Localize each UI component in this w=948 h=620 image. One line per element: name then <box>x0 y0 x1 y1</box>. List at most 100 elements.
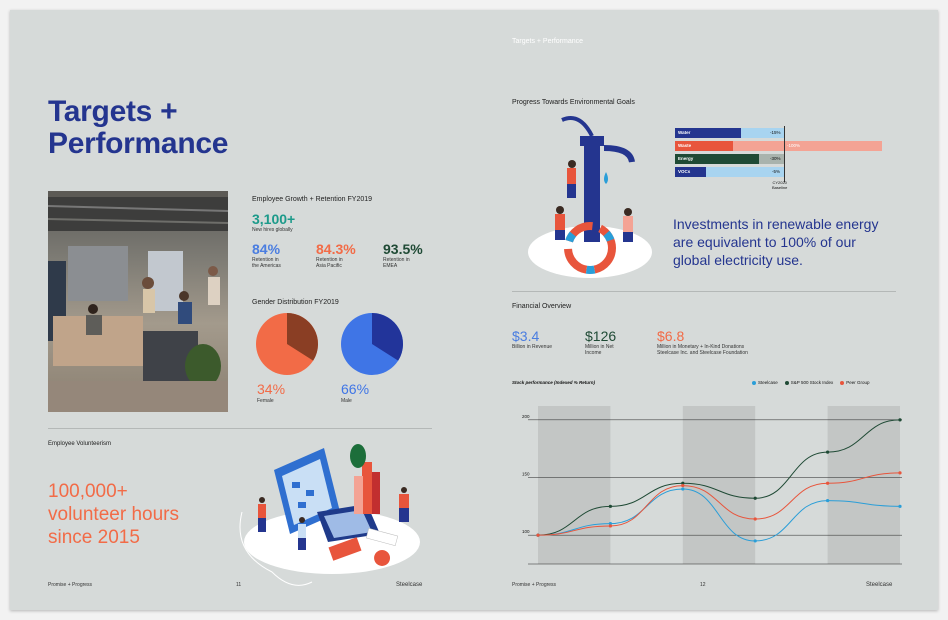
financial-label: Million in Net <box>585 344 614 350</box>
retention-emea: 93.5% Retention in EMEA <box>383 241 423 269</box>
financial-value: $6.8 <box>657 328 685 344</box>
growth-heading: Employee Growth + Retention FY2019 <box>252 196 373 203</box>
data-point <box>753 539 757 543</box>
hires-value: 3,100+ <box>252 211 296 227</box>
env-bar-fill <box>675 167 706 177</box>
page-number: 12 <box>700 582 706 588</box>
legend-item: Peer Group <box>840 380 869 385</box>
env-bar-track <box>675 167 785 177</box>
retention-label: Retention in <box>252 257 279 263</box>
env-bar-fill <box>675 154 759 164</box>
chart-title: Stock performance (Indexed % Return) <box>512 380 596 385</box>
volunteer-statement: 100,000+ volunteer hours since 2015 <box>48 480 179 549</box>
data-point <box>898 471 902 475</box>
volunteer-line: volunteer hours <box>48 504 179 525</box>
volunteer-line: since 2015 <box>48 527 140 548</box>
series-line <box>537 419 901 536</box>
footer-brand: Steelcase <box>396 582 423 588</box>
env-bar-water: Water -15% <box>675 128 875 140</box>
series-line <box>537 472 901 536</box>
y-tick-label: 150 <box>522 472 530 477</box>
footer-left: Promise + Progress <box>512 582 557 588</box>
legend-label: Steelcase <box>758 380 778 385</box>
y-tick-label: 200 <box>522 414 530 419</box>
retention-label: Retention in <box>316 257 343 263</box>
data-point <box>608 522 612 526</box>
data-point <box>681 481 685 485</box>
data-point <box>898 418 902 422</box>
env-bar-fill <box>675 141 734 151</box>
gender-heading: Gender Distribution FY2019 <box>252 299 339 306</box>
env-bar-label: Energy <box>678 156 694 161</box>
office-photo <box>48 191 228 412</box>
female-label: Female <box>257 398 274 404</box>
financial-heading: Financial Overview <box>512 303 572 310</box>
financial-label: Income <box>585 350 602 356</box>
data-point <box>608 504 612 508</box>
financial-value: $126 <box>585 328 617 344</box>
pie-slice-male <box>372 313 403 361</box>
chart-band <box>827 406 900 564</box>
pie-slice-female <box>287 313 318 361</box>
env-bar-track <box>675 141 882 151</box>
env-bar-label: Water <box>678 130 691 135</box>
divider <box>48 428 432 429</box>
footer-brand: Steelcase <box>866 582 893 588</box>
env-bar-value: -5% <box>772 169 781 174</box>
retention-label: EMEA <box>383 263 398 269</box>
chart-band <box>538 406 611 564</box>
retention-label: the Americas <box>252 263 281 269</box>
renewable-statement: Investments in renewable energy are equi… <box>673 216 879 268</box>
env-bar-vocs: VOCs -5% <box>675 167 875 179</box>
retention-label: Asia Pacific <box>316 263 342 269</box>
financial-revenue: $3.4 Billion in Revenue <box>512 328 552 350</box>
data-point <box>898 504 902 508</box>
legend-label: Peer Group <box>846 380 870 385</box>
data-point <box>753 496 757 500</box>
male-label: Male <box>341 398 352 404</box>
baseline-label: CY2020 Baseline <box>772 180 788 190</box>
legend-swatch <box>784 380 789 385</box>
legend-item: S&P 500 Stock Index <box>784 380 834 385</box>
retention-value: 84% <box>252 241 281 257</box>
env-bar-fill <box>675 128 741 138</box>
data-point <box>608 524 612 528</box>
volunteer-heading: Employee Volunteerism <box>48 441 112 447</box>
financial-net-income: $126 Million in Net Income <box>585 328 616 356</box>
data-point <box>681 483 685 488</box>
page-number: 11 <box>236 582 242 588</box>
legend-swatch <box>752 380 756 385</box>
financial-value: $3.4 <box>512 328 540 344</box>
pump-illustration <box>528 116 652 278</box>
legend-label: S&P 500 Stock Index <box>790 380 834 385</box>
data-point <box>536 533 540 537</box>
data-point <box>826 450 830 454</box>
env-bar-waste: Waste -100% <box>675 141 882 153</box>
stock-performance-chart: 100150200201320142015201620172018 <box>522 406 902 565</box>
data-point <box>826 498 830 503</box>
data-point <box>681 487 685 491</box>
env-bar-label: VOCs <box>678 169 691 174</box>
env-bar-label: Waste <box>678 143 692 148</box>
chart-band <box>682 406 756 564</box>
male-value: 66% <box>341 381 370 397</box>
retention-americas: 84% Retention in the Americas <box>252 241 281 269</box>
footer-left: Promise + Progress <box>48 582 93 588</box>
baseline-line <box>784 126 785 182</box>
retention-value: 93.5% <box>383 241 423 257</box>
chart-legend: Steelcase S&P 500 Stock Index Peer Group <box>752 380 876 385</box>
divider <box>512 291 896 292</box>
female-pie-chart <box>256 313 318 375</box>
financial-label: Million in Monetary + In-Kind Donations <box>657 344 745 350</box>
volunteer-illustration <box>239 444 420 586</box>
env-bar-value: -100% <box>787 143 801 148</box>
retention-value: 84.3% <box>316 241 356 257</box>
female-value: 34% <box>257 381 286 397</box>
env-bar-value: -15% <box>770 130 781 135</box>
hires-label: New hires globally <box>252 227 293 233</box>
retention-label: Retention in <box>383 257 410 263</box>
male-pie-chart <box>341 313 403 375</box>
env-goals-chart: Water -15% Waste -100% Energy -30% VOCs … <box>675 126 882 189</box>
financial-label: Billion in Revenue <box>512 344 553 350</box>
env-heading: Progress Towards Environmental Goals <box>512 99 635 106</box>
